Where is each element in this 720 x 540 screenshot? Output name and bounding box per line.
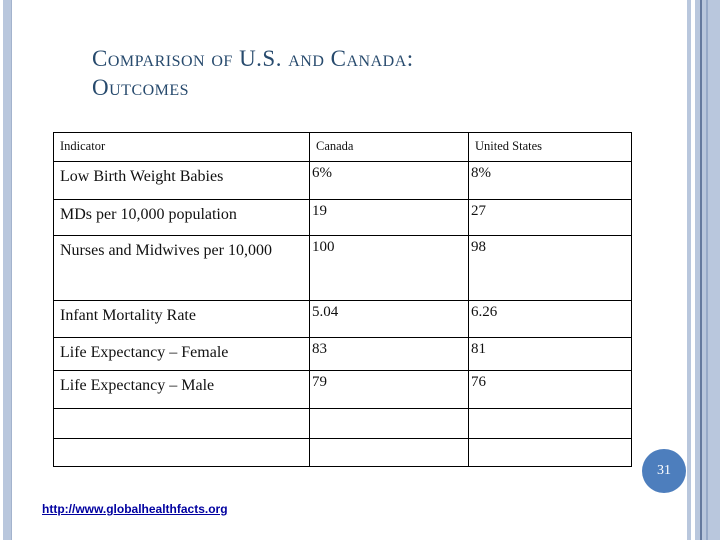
col-header-canada: Canada [309, 132, 469, 162]
source-link[interactable]: http://www.globalhealthfacts.org [42, 502, 228, 516]
table-row: Life Expectancy – Female 83 81 [53, 337, 632, 371]
accent-stripe [700, 0, 702, 540]
table-row: Infant Mortality Rate 5.04 6.26 [53, 300, 632, 338]
page-number-badge: 31 [642, 449, 686, 493]
canada-value-cell: 100 [309, 235, 469, 301]
table-row: Life Expectancy – Male 79 76 [53, 370, 632, 409]
accent-stripe [687, 0, 691, 540]
canada-value-cell: 83 [309, 337, 469, 371]
page-number: 31 [657, 463, 671, 478]
us-value-cell: 27 [468, 199, 632, 236]
table-row [53, 408, 632, 439]
comparison-table: Indicator Canada United States Low Birth… [53, 132, 632, 467]
col-header-united-states: United States [468, 132, 632, 162]
table-row [53, 438, 632, 467]
us-value-cell: 98 [468, 235, 632, 301]
col-header-indicator: Indicator [53, 132, 310, 162]
accent-stripe [695, 0, 700, 540]
indicator-cell [53, 438, 310, 467]
accent-stripe [708, 0, 720, 540]
us-value-cell: 76 [468, 370, 632, 409]
us-value-cell: 8% [468, 161, 632, 200]
us-value-cell [468, 408, 632, 439]
slide-title: Comparison of U.S. and Canada: Outcomes [92, 44, 414, 102]
accent-stripe [702, 0, 706, 540]
indicator-cell: Life Expectancy – Female [53, 337, 310, 371]
us-value-cell: 81 [468, 337, 632, 371]
canada-value-cell: 6% [309, 161, 469, 200]
left-accent-bar [3, 0, 12, 540]
indicator-cell: Infant Mortality Rate [53, 300, 310, 338]
accent-stripe [706, 0, 708, 540]
canada-value-cell [309, 438, 469, 467]
table-row: Nurses and Midwives per 10,000 100 98 [53, 235, 632, 301]
canada-value-cell: 79 [309, 370, 469, 409]
canada-value-cell: 5.04 [309, 300, 469, 338]
table-header-row: Indicator Canada United States [53, 132, 632, 162]
canada-value-cell [309, 408, 469, 439]
indicator-cell: Nurses and Midwives per 10,000 [53, 235, 310, 301]
indicator-cell: Life Expectancy – Male [53, 370, 310, 409]
indicator-cell: Low Birth Weight Babies [53, 161, 310, 200]
us-value-cell: 6.26 [468, 300, 632, 338]
table-row: Low Birth Weight Babies 6% 8% [53, 161, 632, 200]
indicator-cell [53, 408, 310, 439]
slide-title-line1: Comparison of U.S. and Canada: [92, 46, 414, 71]
canada-value-cell: 19 [309, 199, 469, 236]
us-value-cell [468, 438, 632, 467]
indicator-cell: MDs per 10,000 population [53, 199, 310, 236]
table-row: MDs per 10,000 population 19 27 [53, 199, 632, 236]
slide-title-line2: Outcomes [92, 75, 190, 100]
